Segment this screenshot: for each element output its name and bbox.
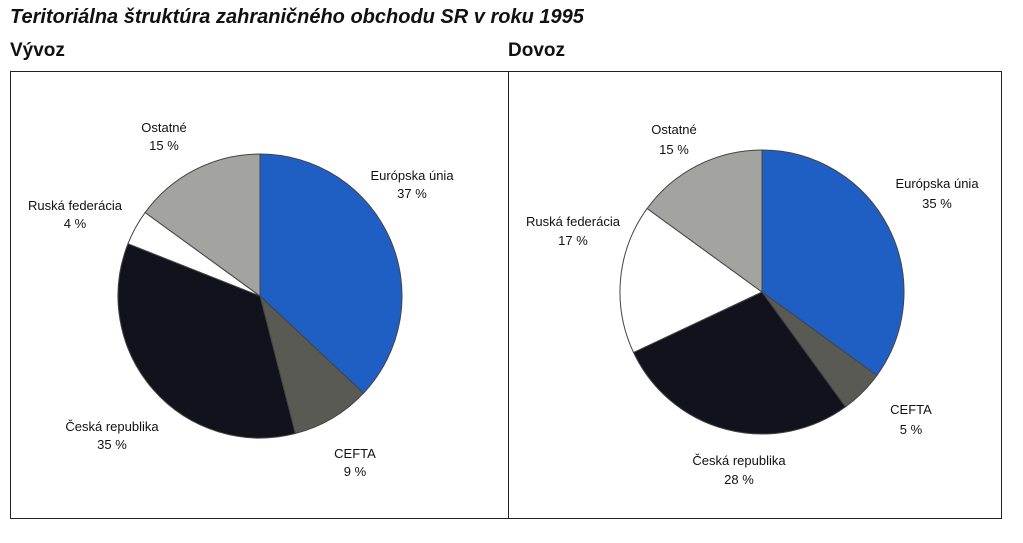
import-value-ostatne: 15 % (659, 142, 689, 157)
import-label-europska-unia: Európska únia (895, 176, 979, 191)
export-value-cefta: 9 % (344, 464, 367, 479)
import-slice-ceska-republika (632, 291, 847, 435)
import-label-ceska-republika: Česká republika (692, 453, 786, 468)
import-label-ruska-federacia: Ruská federácia (526, 214, 621, 229)
export-label-ruska-federacia: Ruská federácia (28, 198, 123, 213)
import-chart-panel (508, 71, 1002, 519)
import-slice-ostatne (646, 149, 763, 293)
export-label-ceska-republika: Česká republika (65, 419, 159, 434)
export-slice-cefta (259, 294, 365, 435)
import-value-europska-unia: 35 % (922, 196, 952, 211)
export-slice-ceska-republika (117, 243, 296, 439)
export-value-ostatne: 15 % (149, 138, 179, 153)
import-chart-title: Dovoz (508, 40, 565, 61)
export-label-europska-unia: Európska únia (370, 168, 454, 183)
export-slice-ostatne (144, 153, 261, 297)
import-label-cefta: CEFTA (890, 402, 932, 417)
chart-title: Teritoriálna štruktúra zahraničného obch… (10, 6, 584, 28)
export-chart-title: Vývoz (10, 40, 65, 61)
export-label-cefta: CEFTA (334, 446, 376, 461)
export-value-ruska-federacia: 4 % (64, 216, 87, 231)
export-value-europska-unia: 37 % (397, 186, 427, 201)
import-value-cefta: 5 % (900, 422, 923, 437)
export-value-ceska-republika: 35 % (97, 437, 127, 452)
import-value-ruska-federacia: 17 % (558, 233, 588, 248)
import-slice-ruska-federacia (619, 207, 763, 354)
export-label-ostatne: Ostatné (141, 120, 187, 135)
import-value-ceska-republika: 28 % (724, 472, 754, 487)
import-slice-europska-unia (761, 149, 905, 377)
import-label-ostatne: Ostatné (651, 122, 697, 137)
export-slice-europska-unia (259, 153, 403, 394)
